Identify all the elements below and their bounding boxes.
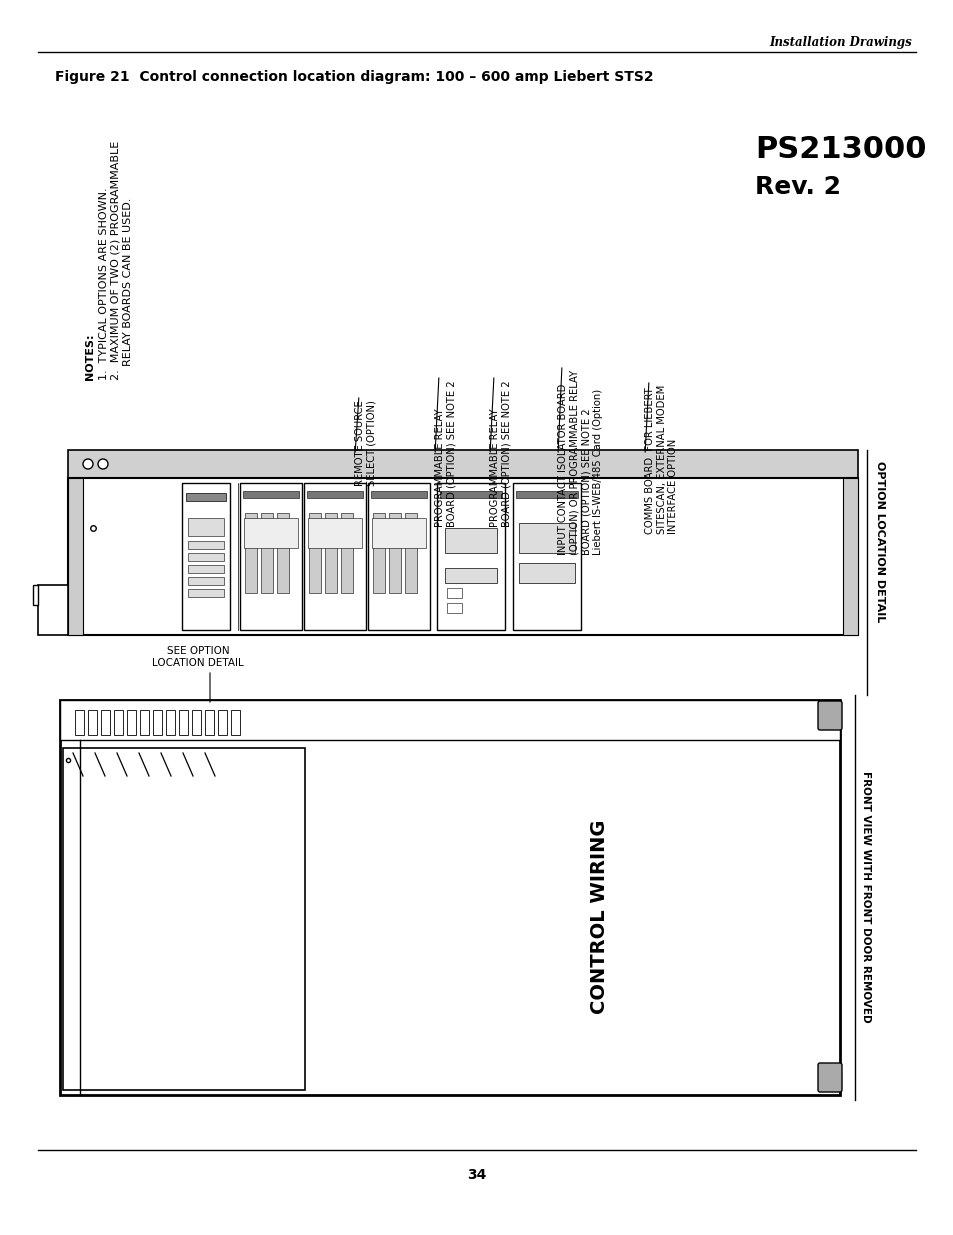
Bar [63,748,305,1091]
Text: Installation Drawings: Installation Drawings [768,36,911,49]
Bar [372,517,426,548]
Bar [192,710,201,735]
Bar [518,522,575,553]
Text: OPTION LOCATION DETAIL: OPTION LOCATION DETAIL [874,462,884,622]
Bar [309,513,320,593]
Text: RELAY BOARDS CAN BE USED.: RELAY BOARDS CAN BE USED. [123,198,132,380]
Bar [371,492,427,498]
Text: 1.  TYPICAL OPTIONS ARE SHOWN.: 1. TYPICAL OPTIONS ARE SHOWN. [99,188,109,380]
Bar [307,492,363,498]
Bar [261,513,273,593]
Text: PROGRAMMABLE RELAY
BOARD (OPTION) SEE NOTE 2: PROGRAMMABLE RELAY BOARD (OPTION) SEE NO… [435,380,456,526]
FancyBboxPatch shape [817,1063,841,1092]
Bar [188,553,224,561]
Text: Figure 21  Control connection location diagram: 100 – 600 amp Liebert STS2: Figure 21 Control connection location di… [55,70,653,84]
Bar [60,700,840,1095]
Text: SEE OPTION
LOCATION DETAIL: SEE OPTION LOCATION DETAIL [152,646,244,668]
Bar [140,710,149,735]
Bar [373,513,385,593]
Bar [842,478,857,635]
Bar [188,541,224,550]
Text: INPUT CONTACT ISOLATOR BOARD
(OPTION) OR PROGRAMMABLE RELAY
BOARD (OPTION) SEE N: INPUT CONTACT ISOLATOR BOARD (OPTION) OR… [558,370,602,555]
Bar [75,710,84,735]
Bar [444,529,497,553]
Text: PROGRAMMABLE RELAY
BOARD (OPTION) SEE NOTE 2: PROGRAMMABLE RELAY BOARD (OPTION) SEE NO… [490,380,511,526]
Bar [60,700,840,740]
Bar [436,483,504,630]
Bar [188,564,224,573]
Bar [304,483,366,630]
Bar [340,513,353,593]
Bar [38,585,68,635]
Circle shape [98,459,108,469]
Bar [188,589,224,597]
Text: FRONT VIEW WITH FRONT DOOR REMOVED: FRONT VIEW WITH FRONT DOOR REMOVED [861,771,870,1023]
Bar [205,710,213,735]
Bar [276,513,289,593]
Bar [244,517,297,548]
Bar [405,513,416,593]
Bar [188,577,224,585]
Bar [516,492,578,498]
Bar [240,483,302,630]
Bar [447,603,461,613]
Bar [182,483,230,630]
Bar [518,563,575,583]
Bar [179,710,188,735]
Bar [68,478,857,635]
Bar [68,450,857,478]
Bar [245,513,256,593]
Bar [447,588,461,598]
Bar [188,517,224,536]
Bar [218,710,227,735]
Text: Rev. 2: Rev. 2 [754,175,841,199]
Text: NOTES:: NOTES: [85,333,95,380]
Text: COMMS BOARD  FOR LIEBERT
SITESCAN, EXTERNAL MODEM
INTERFACE OPTION: COMMS BOARD FOR LIEBERT SITESCAN, EXTERN… [644,385,678,535]
Bar [101,710,110,735]
Bar [243,492,298,498]
Bar [439,492,501,498]
Text: PS213000: PS213000 [754,135,925,164]
Text: REMOTE SOURCE
SELECT (OPTION): REMOTE SOURCE SELECT (OPTION) [355,400,376,485]
Text: CONTROL WIRING: CONTROL WIRING [590,820,609,1014]
Bar [513,483,580,630]
Bar [127,710,136,735]
Bar [231,710,240,735]
Bar [68,478,83,635]
Bar [389,513,400,593]
Bar [166,710,174,735]
Bar [308,517,361,548]
Bar [113,710,123,735]
Text: 34: 34 [467,1168,486,1182]
Bar [33,585,38,605]
Bar [186,493,226,501]
FancyBboxPatch shape [817,701,841,730]
Circle shape [83,459,92,469]
Bar [152,710,162,735]
Text: 2.  MAXIMUM OF TWO (2) PROGRAMMABLE: 2. MAXIMUM OF TWO (2) PROGRAMMABLE [111,141,121,380]
Bar [88,710,97,735]
Bar [325,513,336,593]
Bar [368,483,430,630]
Bar [444,568,497,583]
